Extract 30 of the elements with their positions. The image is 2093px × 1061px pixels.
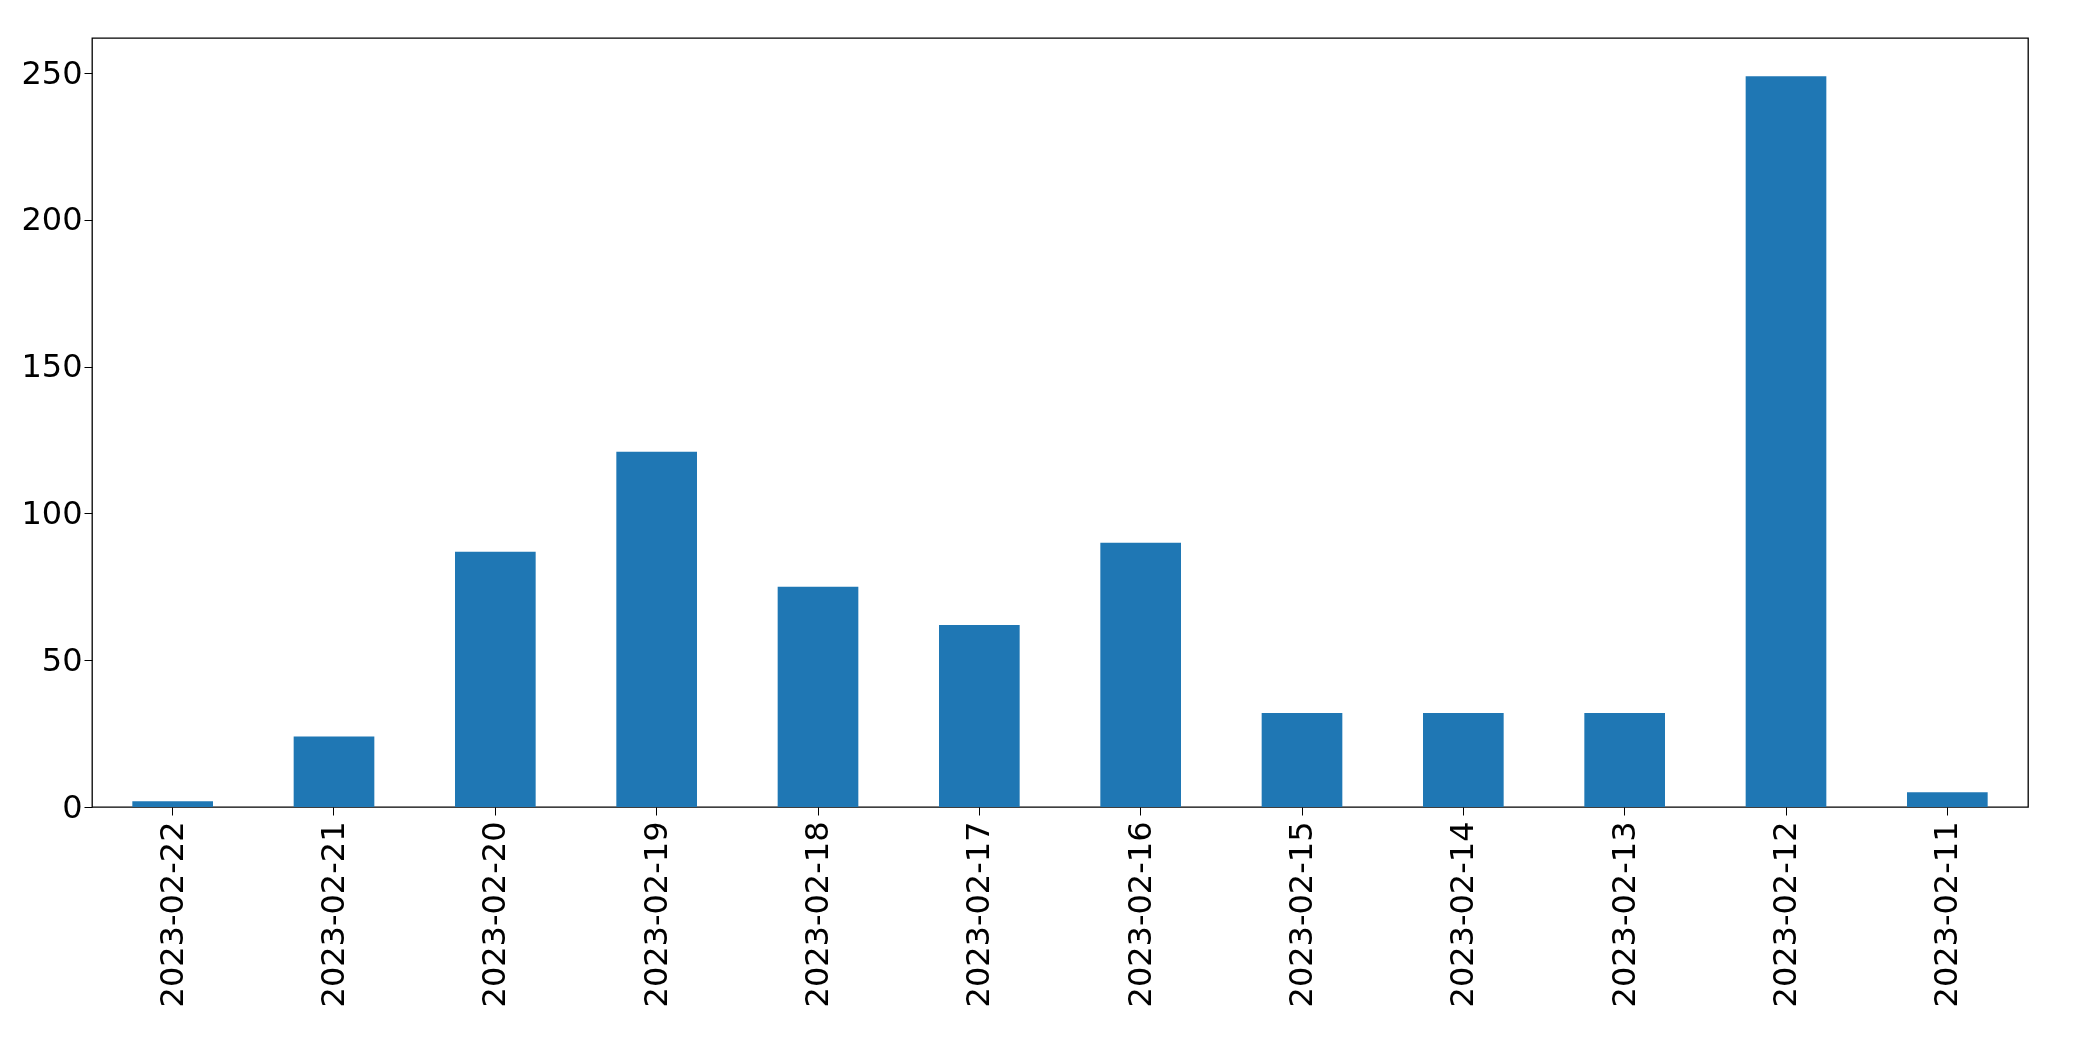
x-tick-label: 2023-02-21 — [314, 821, 352, 1008]
x-tick-label: 2023-02-13 — [1604, 821, 1643, 1008]
y-tick-label: 200 — [21, 200, 83, 239]
bar — [1100, 542, 1181, 807]
bar — [1745, 76, 1827, 807]
y-tick-label: 0 — [62, 787, 83, 826]
x-tick-label: 2023-02-17 — [959, 821, 998, 1008]
x-tick-label: 2023-02-20 — [475, 821, 514, 1008]
bar — [132, 801, 213, 807]
bar — [455, 551, 536, 807]
bar — [939, 625, 1020, 807]
x-tick-label: 2023-02-12 — [1766, 821, 1804, 1008]
bar — [293, 736, 375, 807]
x-tick-label: 2023-02-18 — [798, 821, 836, 1008]
x-tick-label: 2023-02-14 — [1443, 821, 1482, 1008]
x-tick-label: 2023-02-16 — [1120, 821, 1159, 1008]
bar — [1907, 792, 1988, 807]
x-tick-label: 2023-02-15 — [1282, 821, 1320, 1008]
x-tick-label: 2023-02-22 — [152, 821, 191, 1008]
y-tick-label: 250 — [21, 53, 83, 92]
x-tick-label: 2023-02-11 — [1927, 821, 1966, 1008]
bar — [1584, 713, 1665, 807]
y-tick-label: 50 — [41, 640, 83, 679]
bar — [616, 451, 697, 807]
bar — [1261, 713, 1343, 807]
y-tick-label: 100 — [21, 493, 83, 532]
x-tick-label: 2023-02-19 — [636, 821, 675, 1008]
y-tick-label: 150 — [21, 347, 83, 386]
bar — [777, 586, 859, 807]
bar — [1423, 713, 1504, 807]
